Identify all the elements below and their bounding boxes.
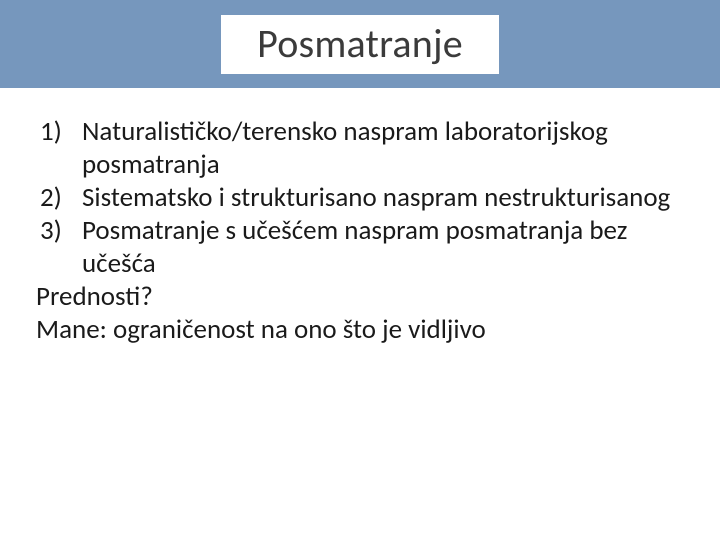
- list-item: 3) Posmatranje s učešćem naspram posmatr…: [36, 215, 684, 281]
- list-text: Posmatranje s učešćem naspram posmatranj…: [82, 215, 684, 281]
- footer-line-2: Mane: ograničenost na ono što je vidljiv…: [36, 314, 684, 347]
- slide-title: Posmatranje: [257, 19, 463, 68]
- list-text: Naturalističko/terensko naspram laborato…: [82, 116, 684, 182]
- footer-line-1: Prednosti?: [36, 281, 684, 314]
- list-number: 2): [36, 182, 82, 215]
- list-text: Sistematsko i strukturisano naspram nest…: [82, 182, 684, 215]
- slide-body: 1) Naturalističko/terensko naspram labor…: [0, 88, 720, 347]
- list-number: 3): [36, 215, 82, 281]
- list-item: 2) Sistematsko i strukturisano naspram n…: [36, 182, 684, 215]
- list-number: 1): [36, 116, 82, 182]
- title-inner-box: Posmatranje: [221, 15, 499, 74]
- title-bar: Posmatranje: [0, 0, 720, 88]
- list-item: 1) Naturalističko/terensko naspram labor…: [36, 116, 684, 182]
